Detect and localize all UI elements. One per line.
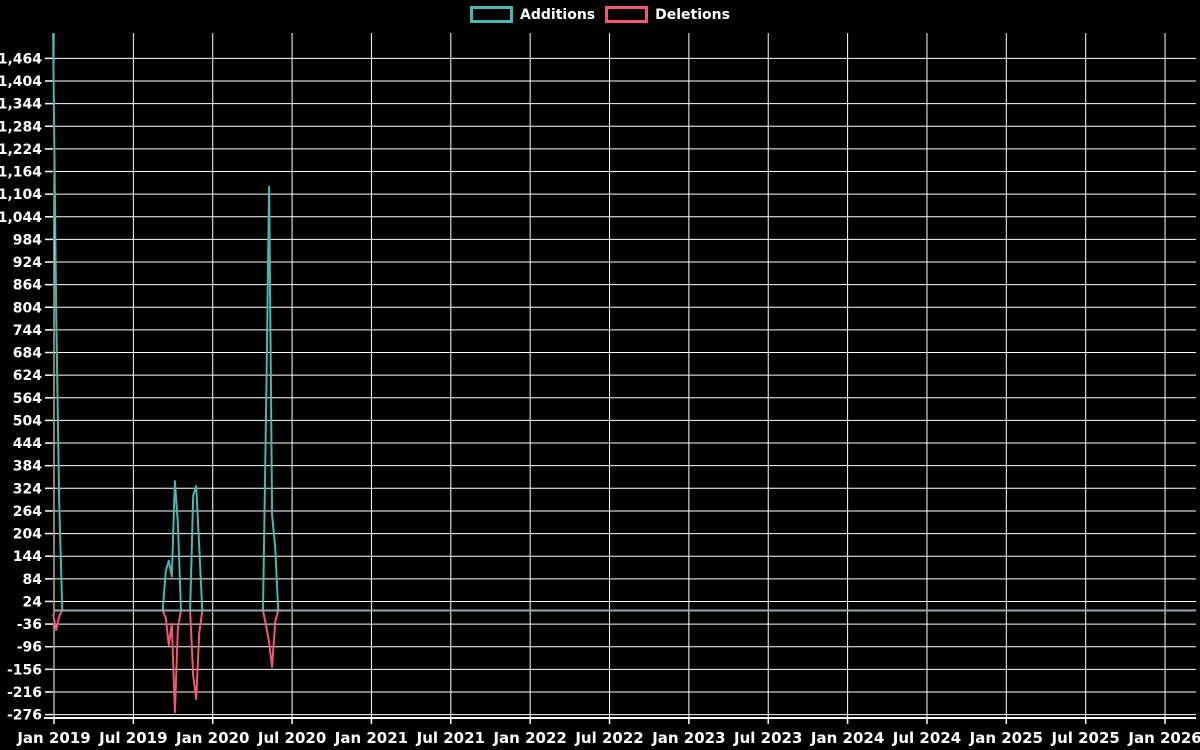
deletions-line <box>52 609 1196 714</box>
x-axis-label: Jan 2025 <box>969 729 1043 747</box>
legend-label-deletions: Deletions <box>655 6 730 23</box>
y-axis-label: -276 <box>7 708 42 724</box>
y-axis-label: -36 <box>17 617 42 633</box>
x-axis-label: Jan 2022 <box>492 729 566 747</box>
y-axis-label: 444 <box>13 436 42 452</box>
y-axis-label: 1,464 <box>0 51 42 67</box>
y-axis-label: -156 <box>7 662 42 678</box>
y-axis-label: 1,164 <box>0 165 42 181</box>
chart-legend: Additions Deletions <box>0 6 1200 23</box>
y-axis-label: 864 <box>13 278 42 294</box>
y-axis-label: 684 <box>13 346 42 362</box>
y-axis-label: 984 <box>13 232 42 248</box>
y-axis-label: 1,404 <box>0 74 42 90</box>
y-axis-label: 84 <box>23 572 43 588</box>
x-axis-label: Jan 2019 <box>16 729 90 747</box>
legend-item-deletions[interactable]: Deletions <box>605 6 730 23</box>
y-axis-label: 1,224 <box>0 142 42 158</box>
x-axis-label: Jul 2020 <box>257 729 326 747</box>
legend-item-additions[interactable]: Additions <box>470 6 595 23</box>
x-axis-label: Jan 2026 <box>1127 729 1200 747</box>
y-axis-label: 804 <box>13 300 42 316</box>
y-axis-label: 564 <box>13 391 42 407</box>
y-axis-label: 504 <box>13 413 42 429</box>
x-axis-label: Jul 2019 <box>98 729 167 747</box>
x-axis-label: Jan 2024 <box>810 729 884 747</box>
y-axis-label: 624 <box>13 368 42 384</box>
y-axis-label: -96 <box>17 640 42 656</box>
y-axis-label: 324 <box>13 481 42 497</box>
additions-swatch-icon <box>470 6 514 23</box>
y-axis-label: 744 <box>13 323 42 339</box>
legend-label-additions: Additions <box>520 6 596 23</box>
x-axis-label: Jul 2024 <box>892 729 961 747</box>
y-axis-label: 924 <box>13 255 42 271</box>
y-axis-label: 1,044 <box>0 210 42 226</box>
x-axis-label: Jan 2020 <box>175 729 249 747</box>
x-axis-label: Jul 2022 <box>574 729 643 747</box>
y-axis-label: 24 <box>23 594 43 610</box>
deletions-swatch-icon <box>605 6 649 23</box>
y-axis-label: 264 <box>13 504 42 520</box>
x-axis-label: Jul 2021 <box>416 729 485 747</box>
y-axis-label: 1,344 <box>0 97 42 113</box>
y-axis-label: 144 <box>13 549 42 565</box>
y-axis-label: 384 <box>13 459 42 475</box>
x-axis-label: Jan 2023 <box>651 729 725 747</box>
y-axis-label: 204 <box>13 527 42 543</box>
x-axis-label: Jul 2025 <box>1050 729 1119 747</box>
x-axis-label: Jan 2021 <box>334 729 408 747</box>
x-axis-label: Jul 2023 <box>733 729 802 747</box>
y-axis-label: 1,284 <box>0 119 42 135</box>
y-axis-label: 1,104 <box>0 187 42 203</box>
y-axis-label: -216 <box>7 685 42 701</box>
additions-line <box>52 33 1196 612</box>
